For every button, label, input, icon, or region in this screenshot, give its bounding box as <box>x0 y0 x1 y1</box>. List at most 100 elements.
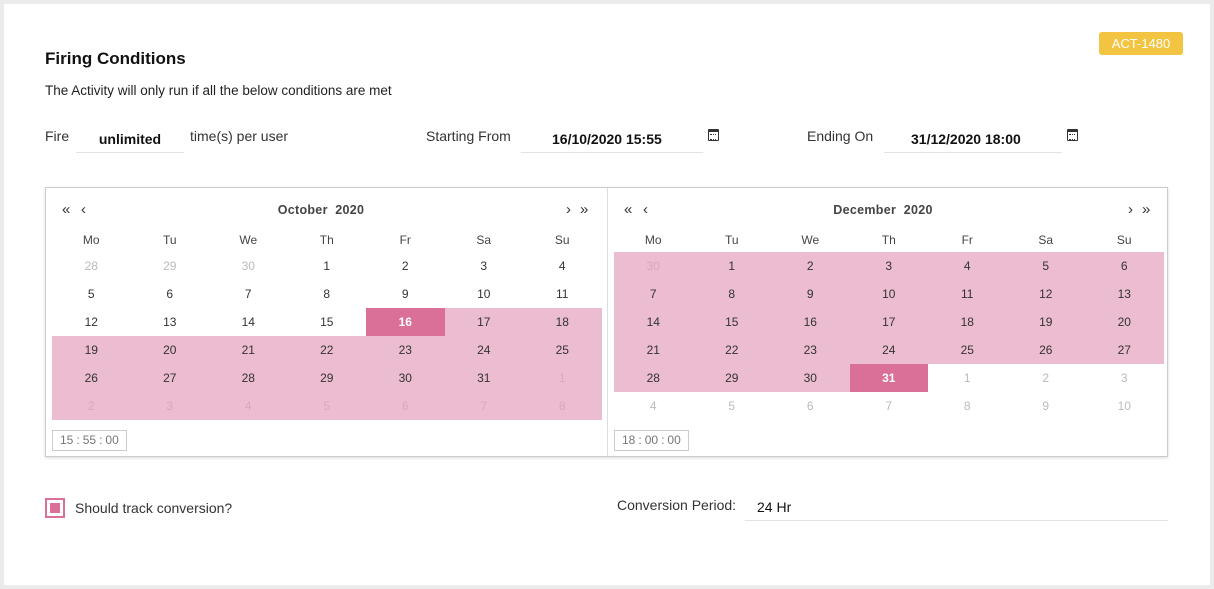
day-cell[interactable]: 1 <box>323 259 331 273</box>
day-cell[interactable]: 6 <box>806 399 814 413</box>
day-cell[interactable]: 18 <box>928 308 1007 336</box>
day-cell[interactable]: 9 <box>401 287 409 301</box>
seconds-field[interactable]: 00 <box>667 433 681 447</box>
prev-month-button[interactable]: ‹ <box>643 201 648 218</box>
day-cell[interactable]: 7 <box>244 287 252 301</box>
day-cell[interactable]: 19 <box>1006 308 1085 336</box>
day-cell[interactable]: 1 <box>692 252 771 280</box>
next-month-button[interactable]: › <box>1128 201 1133 218</box>
day-cell[interactable]: 4 <box>209 392 288 420</box>
day-cell[interactable]: 30 <box>241 259 255 273</box>
day-cell[interactable]: 15 <box>320 315 334 329</box>
day-cell[interactable]: 2 <box>52 392 131 420</box>
end-date-field[interactable]: 31/12/2020 18:00 <box>884 121 1062 153</box>
day-cell[interactable]: 2 <box>1042 371 1050 385</box>
day-cell[interactable]: 6 <box>166 287 174 301</box>
day-cell[interactable]: 11 <box>928 280 1007 308</box>
day-cell[interactable]: 29 <box>287 364 366 392</box>
day-cell[interactable]: 7 <box>614 280 693 308</box>
hours-field[interactable]: 18 <box>622 433 636 447</box>
day-cell[interactable]: 13 <box>1085 280 1164 308</box>
day-cell[interactable]: 28 <box>84 259 98 273</box>
day-cell[interactable]: 23 <box>771 336 850 364</box>
day-cell[interactable]: 27 <box>1085 336 1164 364</box>
day-cell[interactable]: 3 <box>130 392 209 420</box>
seconds-field[interactable]: 00 <box>105 433 119 447</box>
day-cell[interactable]: 12 <box>1006 280 1085 308</box>
day-cell[interactable]: 15 <box>692 308 771 336</box>
day-cell[interactable]: 8 <box>323 287 331 301</box>
day-cell[interactable]: 20 <box>130 336 209 364</box>
day-cell[interactable]: 22 <box>692 336 771 364</box>
day-cell[interactable]: 3 <box>480 259 488 273</box>
day-cell[interactable]: 28 <box>209 364 288 392</box>
day-cell[interactable]: 25 <box>928 336 1007 364</box>
day-cell[interactable]: 31 <box>444 364 523 392</box>
next-month-button[interactable]: › <box>566 201 571 218</box>
end-time-input[interactable]: 18:00:00 <box>614 430 689 451</box>
day-cell[interactable]: 30 <box>366 364 445 392</box>
day-cell[interactable]: 16 <box>771 308 850 336</box>
day-cell[interactable]: 2 <box>401 259 409 273</box>
prev-year-button[interactable]: « <box>624 201 633 218</box>
day-cell[interactable]: 8 <box>692 280 771 308</box>
calendar-icon[interactable] <box>708 129 719 141</box>
day-cell[interactable]: 3 <box>1120 371 1128 385</box>
day-cell[interactable]: 21 <box>209 336 288 364</box>
day-cell[interactable]: 4 <box>649 399 657 413</box>
day-cell[interactable]: 7 <box>444 392 523 420</box>
prev-year-button[interactable]: « <box>62 201 71 218</box>
calendar-icon[interactable] <box>1067 129 1078 141</box>
day-cell[interactable]: 30 <box>614 252 693 280</box>
start-date-field[interactable]: 16/10/2020 15:55 <box>521 121 703 153</box>
day-cell[interactable]: 5 <box>1006 252 1085 280</box>
day-cell[interactable]: 6 <box>366 392 445 420</box>
day-cell[interactable]: 5 <box>87 287 95 301</box>
day-cell[interactable]: 4 <box>558 259 566 273</box>
day-cell[interactable]: 12 <box>84 315 98 329</box>
day-cell[interactable]: 2 <box>771 252 850 280</box>
day-cell[interactable]: 1 <box>963 371 971 385</box>
day-cell[interactable]: 14 <box>614 308 693 336</box>
day-cell[interactable]: 10 <box>1117 399 1131 413</box>
day-cell[interactable]: 22 <box>287 336 366 364</box>
day-cell[interactable]: 9 <box>1042 399 1050 413</box>
day-cell[interactable]: 1 <box>523 364 602 392</box>
day-cell[interactable]: 29 <box>692 364 771 392</box>
fire-count-field[interactable]: unlimited <box>76 121 184 153</box>
day-cell[interactable]: 26 <box>52 364 131 392</box>
day-cell[interactable]: 5 <box>287 392 366 420</box>
hours-field[interactable]: 15 <box>60 433 74 447</box>
day-cell[interactable]: 21 <box>614 336 693 364</box>
day-cell[interactable]: 29 <box>163 259 177 273</box>
checkbox-checked-icon[interactable] <box>45 498 65 518</box>
day-cell[interactable]: 9 <box>771 280 850 308</box>
start-time-input[interactable]: 15:55:00 <box>52 430 127 451</box>
day-cell[interactable]: 20 <box>1085 308 1164 336</box>
minutes-field[interactable]: 55 <box>82 433 97 447</box>
day-cell[interactable]: 5 <box>728 399 736 413</box>
day-cell[interactable]: 17 <box>444 308 523 336</box>
day-cell[interactable]: 7 <box>885 399 893 413</box>
day-cell[interactable]: 25 <box>523 336 602 364</box>
conversion-period-field[interactable]: 24 Hr <box>745 489 1168 521</box>
day-cell[interactable]: 28 <box>614 364 693 392</box>
day-cell[interactable]: 10 <box>849 280 928 308</box>
day-cell[interactable]: 11 <box>556 287 569 301</box>
day-cell[interactable]: 18 <box>523 308 602 336</box>
day-cell[interactable]: 17 <box>849 308 928 336</box>
next-year-button[interactable]: » <box>580 201 589 218</box>
day-cell[interactable]: 4 <box>928 252 1007 280</box>
prev-month-button[interactable]: ‹ <box>81 201 86 218</box>
day-cell[interactable]: 30 <box>771 364 850 392</box>
day-cell[interactable]: 8 <box>963 399 971 413</box>
day-cell[interactable]: 8 <box>523 392 602 420</box>
day-cell[interactable]: 23 <box>366 336 445 364</box>
minutes-field[interactable]: 00 <box>644 433 659 447</box>
day-cell[interactable]: 10 <box>477 287 491 301</box>
day-cell[interactable]: 19 <box>52 336 131 364</box>
day-cell[interactable]: 14 <box>241 315 255 329</box>
day-cell[interactable]: 26 <box>1006 336 1085 364</box>
next-year-button[interactable]: » <box>1142 201 1151 218</box>
day-cell[interactable]: 27 <box>130 364 209 392</box>
